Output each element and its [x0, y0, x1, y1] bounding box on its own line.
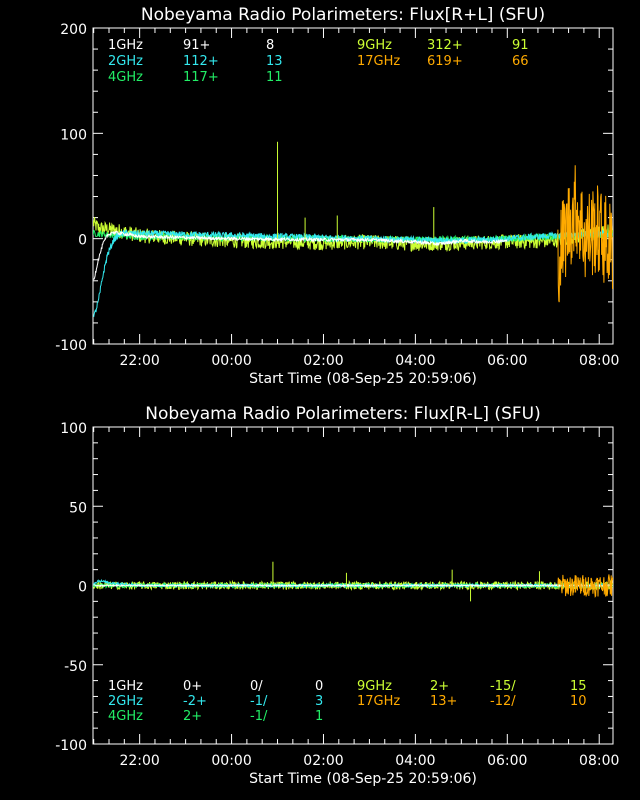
legend-value-3: 3: [315, 694, 323, 709]
y-tick-label: -100: [55, 738, 87, 754]
x-tick-label: 22:00: [119, 753, 159, 769]
x-tick-label: 00:00: [211, 753, 251, 769]
legend-value-2: -15/: [490, 679, 516, 694]
legend-freq: 2GHz: [108, 54, 143, 69]
y-tick-label: 0: [78, 580, 87, 596]
y-tick-label: 100: [60, 127, 87, 143]
series-1GHz-line: [93, 230, 508, 280]
x-tick-label: 06:00: [487, 353, 527, 369]
legend-value-2: 8: [266, 38, 274, 53]
legend-value-2: -12/: [490, 694, 516, 709]
legend-value-1: 117+: [183, 70, 219, 85]
legend-freq: 9GHz: [357, 38, 392, 53]
legend-value-2: 11: [266, 70, 283, 85]
legend-value-1: -2+: [183, 694, 207, 709]
y-tick-label: -100: [55, 338, 87, 354]
chart-panel-1: Nobeyama Radio Polarimeters: Flux[R+L] (…: [55, 5, 619, 387]
x-tick-label: 22:00: [119, 353, 159, 369]
legend-value-2: -1/: [250, 709, 268, 724]
legend-value-1: 2+: [183, 709, 202, 724]
legend-value-1: 619+: [427, 54, 463, 69]
x-axis-label: Start Time (08-Sep-25 20:59:06): [249, 371, 477, 387]
y-tick-label: -50: [64, 659, 87, 675]
series-9GHz-line: [93, 216, 613, 253]
x-tick-label: 08:00: [579, 753, 619, 769]
series-1GHz-line: [93, 583, 613, 588]
legend-value-2: 0/: [250, 679, 263, 694]
x-tick-label: 04:00: [395, 353, 435, 369]
legend-value-2: 91: [512, 38, 529, 53]
series-17GHz-line: [557, 574, 613, 598]
legend-value-3: 0: [315, 679, 323, 694]
x-tick-label: 02:00: [303, 353, 343, 369]
legend-value-2: -1/: [250, 694, 268, 709]
series-17GHz-line: [557, 165, 613, 303]
legend-value-1: 2+: [430, 679, 449, 694]
legend-value-1: 112+: [183, 54, 219, 69]
y-tick-label: 200: [60, 22, 87, 38]
chart-panel-2: Nobeyama Radio Polarimeters: Flux[R-L] (…: [55, 404, 619, 787]
x-tick-label: 08:00: [579, 353, 619, 369]
chart-title: Nobeyama Radio Polarimeters: Flux[R+L] (…: [141, 5, 545, 25]
y-tick-label: 100: [60, 421, 87, 437]
legend-value-1: 0+: [183, 679, 202, 694]
legend-value-3: 1: [315, 709, 323, 724]
y-tick-label: 0: [78, 233, 87, 249]
x-axis-label: Start Time (08-Sep-25 20:59:06): [249, 771, 477, 787]
legend-value-2: 13: [266, 54, 283, 69]
legend-freq: 4GHz: [108, 709, 143, 724]
legend-value-1: 312+: [427, 38, 463, 53]
x-tick-label: 04:00: [395, 753, 435, 769]
legend-value-3: 10: [570, 694, 587, 709]
legend-freq: 4GHz: [108, 70, 143, 85]
legend-freq: 17GHz: [357, 54, 400, 69]
legend-freq: 2GHz: [108, 694, 143, 709]
legend-value-2: 66: [512, 54, 529, 69]
x-tick-label: 02:00: [303, 753, 343, 769]
x-tick-label: 06:00: [487, 753, 527, 769]
legend-value-1: 13+: [430, 694, 457, 709]
legend-freq: 1GHz: [108, 38, 143, 53]
y-tick-label: 50: [69, 500, 87, 516]
legend-freq: 1GHz: [108, 679, 143, 694]
legend-freq: 9GHz: [357, 679, 392, 694]
legend-value-3: 15: [570, 679, 587, 694]
x-tick-label: 00:00: [211, 353, 251, 369]
plot-frame: [92, 27, 614, 345]
chart-title: Nobeyama Radio Polarimeters: Flux[R-L] (…: [145, 404, 540, 424]
legend-value-1: 91+: [183, 38, 210, 53]
legend-freq: 17GHz: [357, 694, 400, 709]
